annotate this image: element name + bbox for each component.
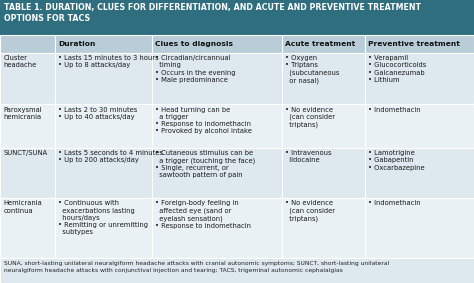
- Text: • Lamotrigine
• Gabapentin
• Oxcarbazepine: • Lamotrigine • Gabapentin • Oxcarbazepi…: [368, 150, 425, 171]
- Bar: [282, 198, 365, 258]
- Text: Duration: Duration: [58, 41, 95, 47]
- Bar: [0, 104, 55, 148]
- Text: • Head turning can be
  a trigger
• Response to indomethacin
• Provoked by alcoh: • Head turning can be a trigger • Respon…: [155, 107, 252, 134]
- Bar: [0, 258, 474, 283]
- Bar: [282, 53, 365, 104]
- Text: TABLE 1. DURATION, CLUES FOR DIFFERENTIATION, AND ACUTE AND PREVENTIVE TREATMENT: TABLE 1. DURATION, CLUES FOR DIFFERENTIA…: [4, 3, 421, 23]
- Bar: [55, 148, 152, 198]
- Bar: [282, 148, 365, 198]
- Text: Acute treatment: Acute treatment: [285, 41, 356, 47]
- Bar: [0, 148, 55, 198]
- Text: Cluster
headache: Cluster headache: [3, 55, 36, 68]
- Bar: [0, 198, 55, 258]
- Text: SUNA, short-lasting unilateral neuralgiform headache attacks with cranial autono: SUNA, short-lasting unilateral neuralgif…: [4, 261, 389, 273]
- Bar: [152, 53, 282, 104]
- Bar: [152, 148, 282, 198]
- Text: • Lasts 2 to 30 minutes
• Up to 40 attacks/day: • Lasts 2 to 30 minutes • Up to 40 attac…: [58, 107, 137, 120]
- Text: Hemicrania
continua: Hemicrania continua: [3, 200, 42, 214]
- Bar: [152, 104, 282, 148]
- Text: • Cutaneous stimulus can be
  a trigger (touching the face)
• Single, recurrent,: • Cutaneous stimulus can be a trigger (t…: [155, 150, 255, 179]
- Text: • Lasts 5 seconds to 4 minutes
• Up to 200 attacks/day: • Lasts 5 seconds to 4 minutes • Up to 2…: [58, 150, 163, 164]
- Bar: [55, 35, 152, 53]
- Text: • Indomethacin: • Indomethacin: [368, 107, 421, 113]
- Bar: [0, 0, 474, 35]
- Text: • Continuous with
  exacerbations lasting
  hours/days
• Remitting or unremittin: • Continuous with exacerbations lasting …: [58, 200, 148, 235]
- Bar: [282, 35, 365, 53]
- Text: • Circadian/circannual
  timing
• Occurs in the evening
• Male predominance: • Circadian/circannual timing • Occurs i…: [155, 55, 236, 83]
- Bar: [0, 53, 55, 104]
- Text: • Oxygen
• Triptans
  (subcutaneous
  or nasal): • Oxygen • Triptans (subcutaneous or nas…: [285, 55, 340, 84]
- Text: • Verapamil
• Glucocorticoids
• Galcanezumab
• Lithium: • Verapamil • Glucocorticoids • Galcanez…: [368, 55, 427, 83]
- Text: • No evidence
  (can consider
  triptans): • No evidence (can consider triptans): [285, 107, 336, 128]
- Bar: [365, 104, 474, 148]
- Bar: [365, 53, 474, 104]
- Text: SUNCT/SUNA: SUNCT/SUNA: [3, 150, 47, 156]
- Text: • Lasts 15 minutes to 3 hours
• Up to 8 attacks/day: • Lasts 15 minutes to 3 hours • Up to 8 …: [58, 55, 158, 68]
- Text: Preventive treatment: Preventive treatment: [368, 41, 460, 47]
- Bar: [55, 198, 152, 258]
- Bar: [55, 53, 152, 104]
- Bar: [282, 104, 365, 148]
- Text: Clues to diagnosis: Clues to diagnosis: [155, 41, 233, 47]
- Text: • No evidence
  (can consider
  triptans): • No evidence (can consider triptans): [285, 200, 336, 222]
- Bar: [0, 35, 55, 53]
- Text: Paroxysmal
hemicrania: Paroxysmal hemicrania: [3, 107, 42, 120]
- Bar: [152, 198, 282, 258]
- Bar: [55, 104, 152, 148]
- Text: • Indomethacin: • Indomethacin: [368, 200, 421, 206]
- Bar: [365, 148, 474, 198]
- Bar: [152, 35, 282, 53]
- Text: • Intravenous
  lidocaine: • Intravenous lidocaine: [285, 150, 332, 164]
- Bar: [365, 35, 474, 53]
- Text: • Foreign-body feeling in
  affected eye (sand or
  eyelash sensation)
• Respons: • Foreign-body feeling in affected eye (…: [155, 200, 251, 229]
- Bar: [365, 198, 474, 258]
